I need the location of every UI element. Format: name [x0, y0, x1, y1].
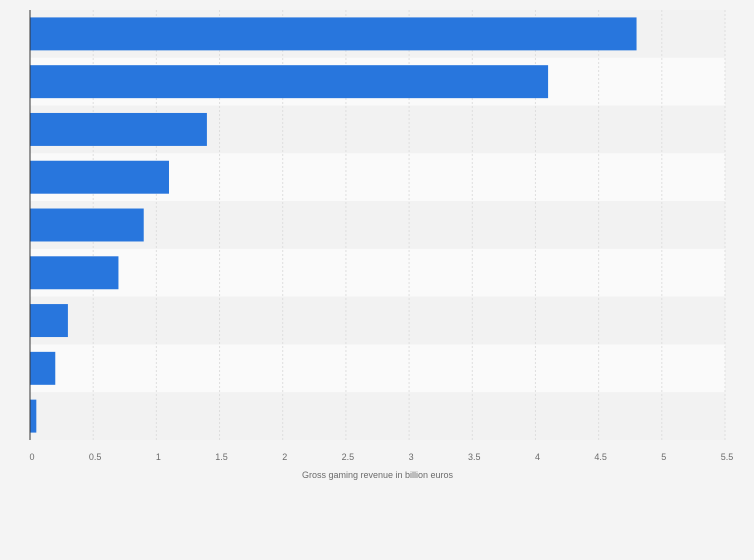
bar [30, 17, 637, 51]
x-tick-labels: 0 0.5 1 1.5 2 2.5 3 3.5 4 4.5 5 5.5 [29, 452, 733, 462]
row-band [30, 201, 725, 249]
x-tick-label: 1.5 [215, 452, 228, 462]
x-tick-label: 4 [535, 452, 540, 462]
x-tick-label: 3.5 [468, 452, 481, 462]
bar [30, 160, 169, 194]
x-tick-label: 2 [282, 452, 287, 462]
x-tick-label: 1 [156, 452, 161, 462]
row-band [30, 248, 725, 297]
bar [30, 65, 549, 99]
bar [30, 304, 68, 338]
x-tick-label: 5.5 [721, 452, 734, 462]
bar [30, 112, 207, 146]
x-tick-label: 4.5 [594, 452, 607, 462]
x-tick-label: 3 [409, 452, 414, 462]
row-band [30, 344, 725, 393]
bar [30, 351, 56, 385]
bars [30, 17, 637, 433]
x-tick-label: 5 [661, 452, 666, 462]
x-tick-label: 0 [29, 452, 34, 462]
x-tick-label: 2.5 [342, 452, 355, 462]
x-axis-title: Gross gaming revenue in billion euros [302, 470, 454, 480]
x-tick-label: 0.5 [89, 452, 102, 462]
row-band [30, 392, 725, 440]
bar [30, 256, 119, 290]
bar [30, 208, 144, 242]
row-band [30, 296, 725, 345]
bar [30, 399, 37, 433]
